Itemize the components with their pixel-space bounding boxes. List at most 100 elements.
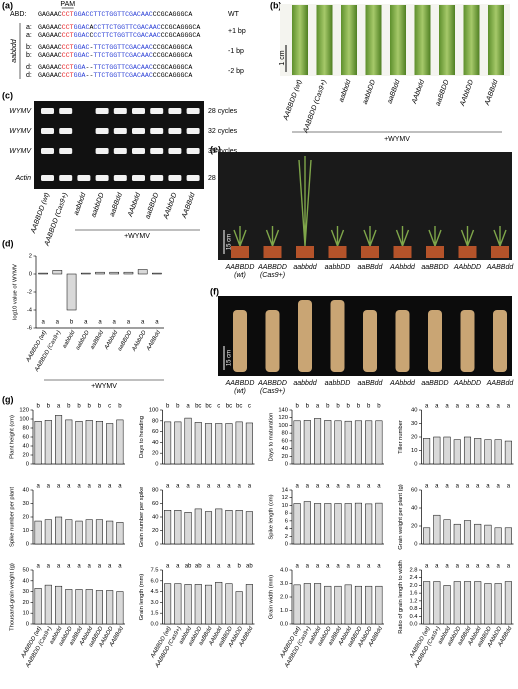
bar	[293, 420, 301, 465]
significance-letter: a	[118, 564, 122, 570]
bar	[303, 420, 311, 465]
seq-row-label: ABD:	[10, 11, 26, 18]
leaf	[488, 5, 504, 75]
seq-part: GGAC	[74, 32, 90, 39]
y-tick-label: 4.0	[280, 568, 288, 574]
bar	[95, 421, 103, 465]
significance-letter: a	[367, 564, 371, 570]
y-tick-label: 3.0	[280, 581, 288, 587]
bar	[34, 588, 42, 625]
significance-letter: a	[336, 484, 340, 490]
pot	[328, 246, 347, 258]
seq-part: GAGAAC	[38, 52, 62, 59]
seq-part: TTCTGGTTCGACAAC	[93, 72, 152, 79]
significance-letter: a	[295, 564, 299, 570]
y-tick-label: 100	[19, 417, 29, 423]
bar	[423, 438, 431, 465]
bar	[85, 589, 93, 625]
gel-band	[113, 128, 127, 134]
lane-sublabel: (wt)	[234, 272, 246, 279]
y-tick-label: 20	[23, 453, 29, 459]
y-tick-label: 30	[23, 501, 29, 507]
significance-letter: a	[316, 484, 320, 490]
bar	[443, 585, 451, 625]
lane-label: aabbdd	[293, 380, 317, 387]
significance-letter: a	[336, 564, 340, 570]
gel-band	[41, 108, 54, 114]
significance-letter: b	[336, 404, 340, 410]
significance-letter: a	[98, 320, 102, 326]
bar	[152, 272, 162, 275]
y-tick-label: 0	[285, 542, 288, 548]
y-tick-label: 40	[411, 506, 417, 512]
bar	[194, 508, 202, 545]
scale-label: 15 cm	[227, 350, 233, 366]
seq-part: GGAC	[74, 24, 90, 31]
significance-letter: a	[67, 484, 71, 490]
y-tick-label: 80	[152, 418, 158, 424]
y-tick-label: 20	[411, 435, 417, 441]
gel-band	[59, 108, 73, 114]
significance-letter: b	[326, 404, 330, 410]
significance-letter: b	[36, 404, 40, 410]
bar	[66, 273, 77, 311]
bar	[106, 590, 114, 625]
bar	[443, 519, 451, 545]
leaf	[365, 5, 382, 75]
bar	[106, 423, 114, 465]
bar	[433, 436, 441, 465]
seq-part: GGACCTTCTGGTTCGACAAC	[74, 11, 153, 18]
y-tick-label: 20	[152, 451, 158, 457]
seq-part: GGA	[74, 72, 86, 79]
seq-part: GAGAAC	[38, 64, 62, 71]
bar	[225, 583, 233, 625]
gel-band	[168, 175, 182, 181]
sequence: GAGAACCCTGGACCTTCTGGTTCGACAACCCGCAGGGCA	[38, 11, 192, 18]
straw-bundle	[265, 310, 280, 372]
bar	[85, 420, 93, 465]
significance-letter: c	[248, 404, 251, 410]
bar	[494, 439, 502, 465]
significance-letter: a	[98, 484, 102, 490]
y-tick-label: 20	[282, 454, 288, 460]
significance-letter: b	[70, 320, 74, 326]
bar	[324, 585, 332, 625]
significance-letter: a	[456, 564, 460, 570]
plant	[395, 226, 410, 247]
significance-letter: a	[227, 484, 231, 490]
significance-letter: a	[435, 404, 439, 410]
pot	[296, 246, 314, 258]
bar	[44, 519, 52, 545]
seq-part: TTCTGGTTCGACAAC	[93, 44, 152, 51]
lane-label: AAbbDD	[453, 264, 481, 271]
significance-letter: a	[57, 404, 61, 410]
significance-letter: b	[306, 404, 310, 410]
straw-bundle	[363, 310, 377, 372]
significance-letter: b	[237, 564, 241, 570]
significance-letter: a	[507, 564, 511, 570]
significance-letter: a	[486, 564, 490, 570]
significance-letter: a	[377, 564, 381, 570]
seq-part: CCTTCTGGTTCGACAAC	[93, 24, 160, 31]
leaf	[341, 5, 357, 75]
leaf	[463, 5, 480, 75]
y-tick-label: 50	[23, 568, 29, 574]
significance-letter: a	[217, 564, 221, 570]
bar	[204, 511, 213, 545]
significance-letter: a	[166, 564, 170, 570]
plant	[298, 156, 312, 247]
pot	[491, 246, 509, 258]
seq-part: GAGAAC	[38, 24, 62, 31]
bar	[109, 271, 120, 275]
cycle-label: 32 cycles	[208, 128, 238, 135]
lane-label: AAbbDD	[453, 380, 481, 387]
significance-letter: ab	[246, 564, 253, 570]
gel-band	[59, 128, 73, 134]
bar	[334, 585, 342, 625]
significance-letter: a	[227, 564, 231, 570]
leaf	[390, 5, 406, 75]
bar	[463, 520, 472, 545]
panel-label: (c)	[2, 90, 13, 100]
bar	[235, 591, 243, 625]
bar	[116, 522, 124, 545]
